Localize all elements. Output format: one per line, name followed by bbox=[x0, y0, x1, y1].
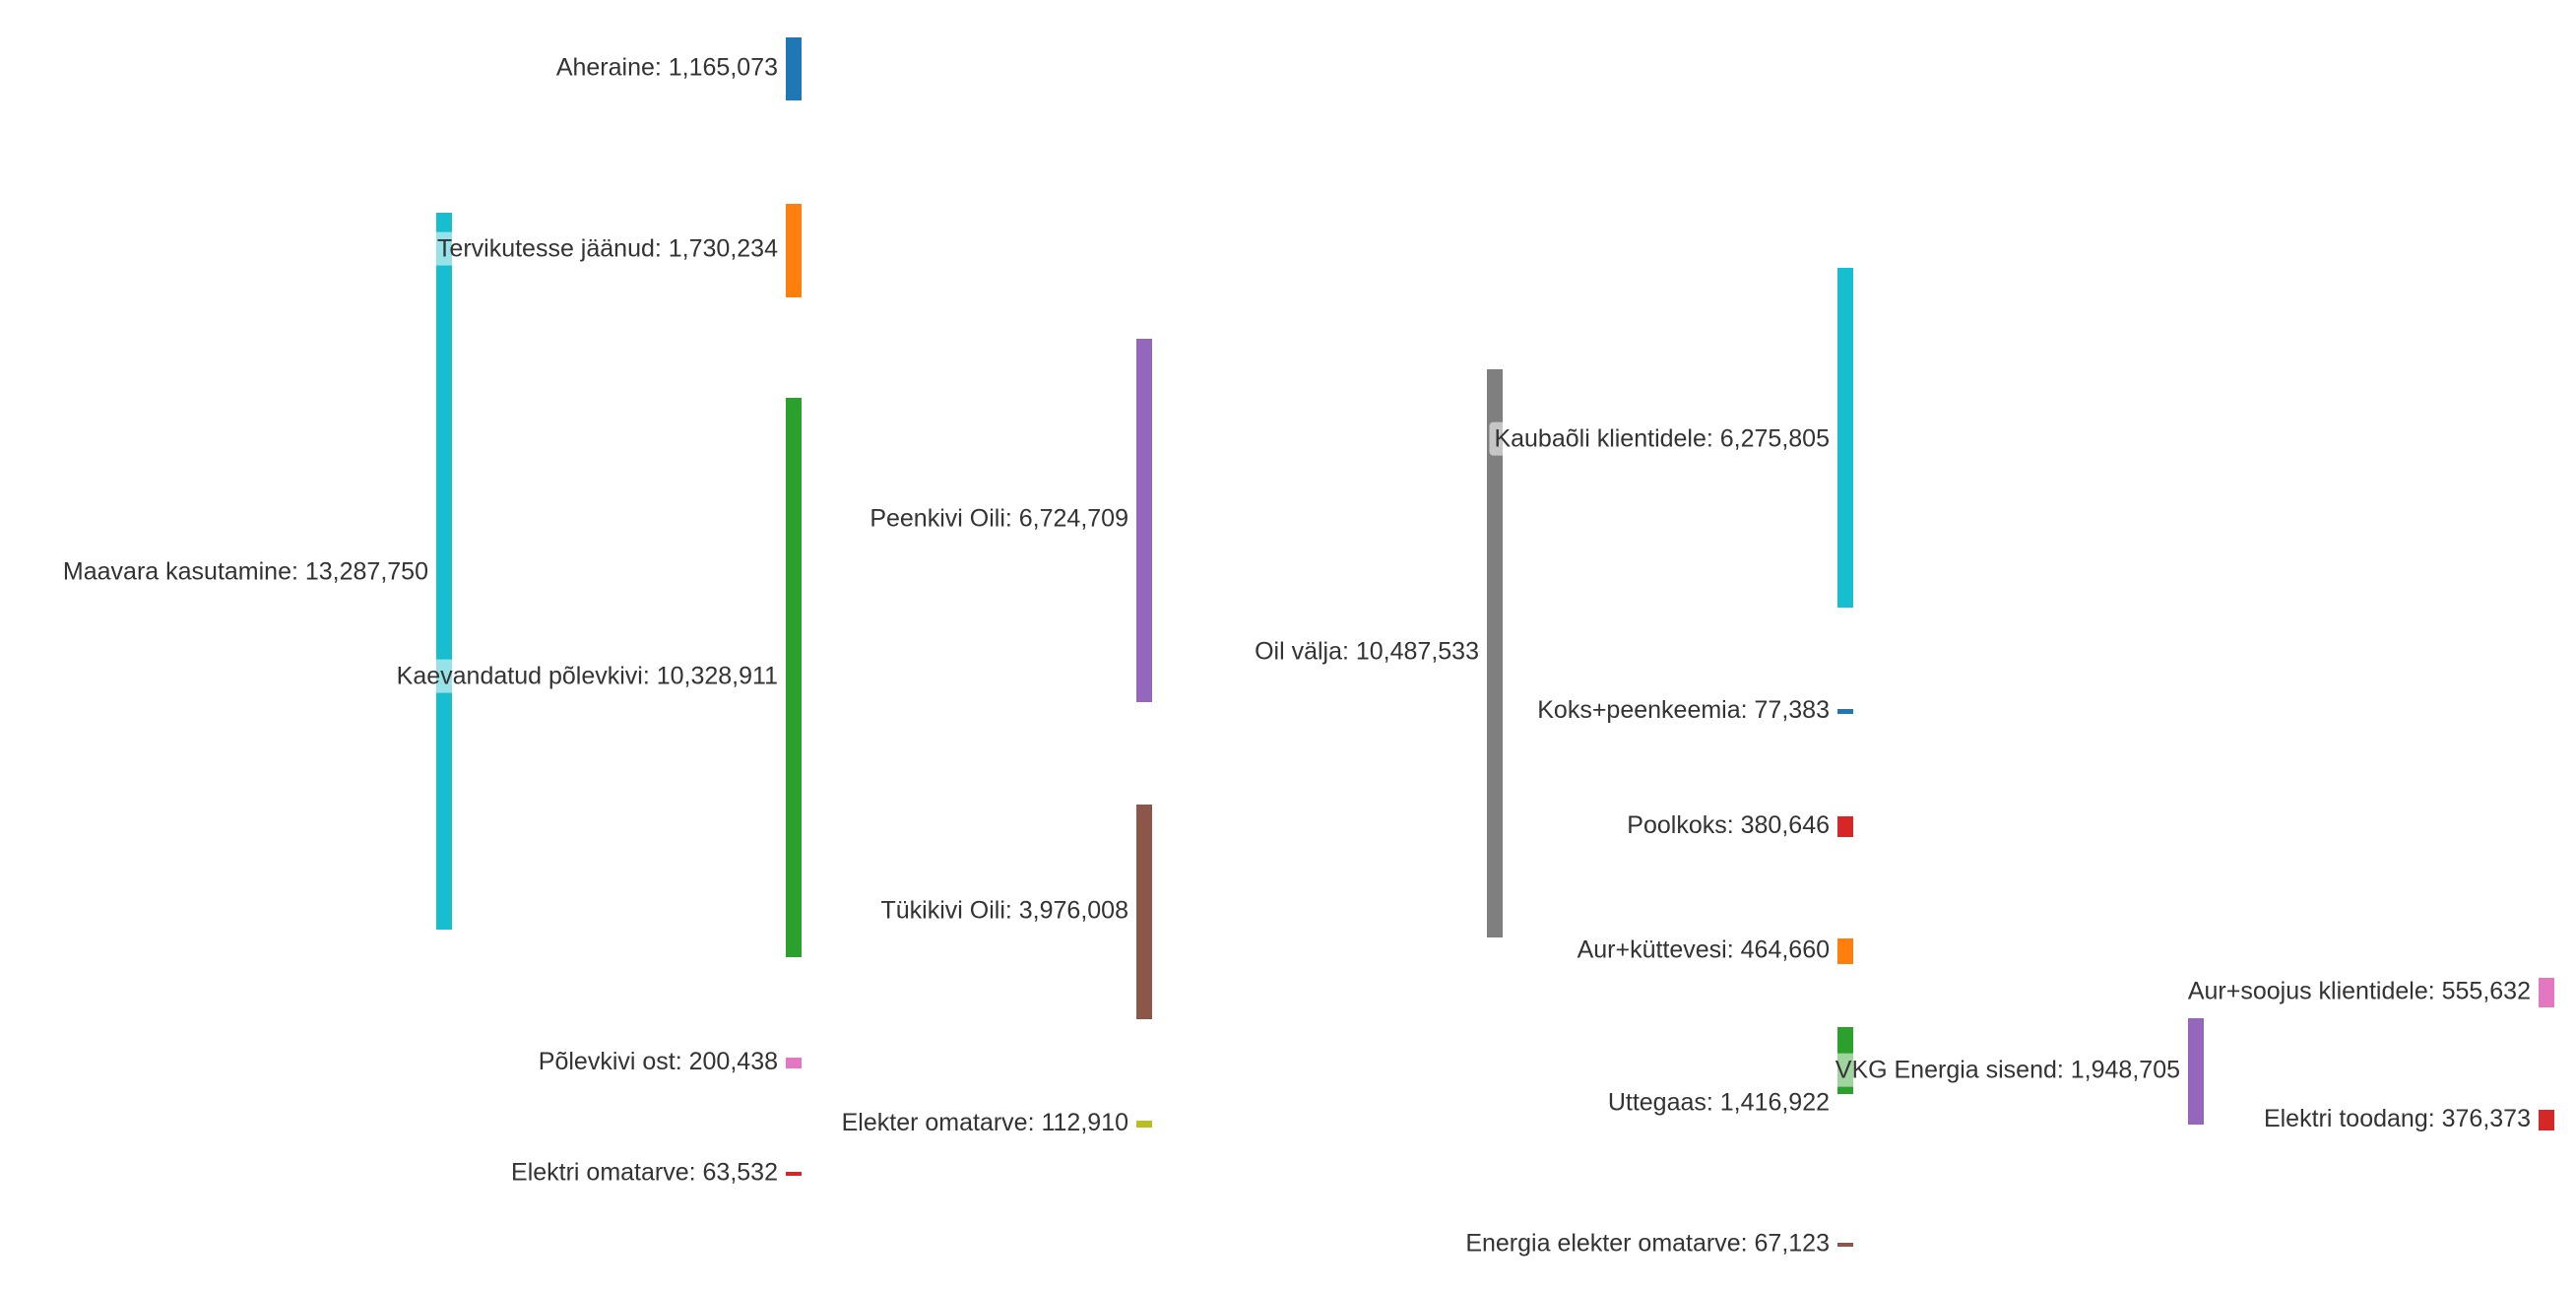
sankey-label-bg-kaevandatud bbox=[391, 659, 783, 693]
sankey-node-energia_elekter_omatarve[interactable] bbox=[1837, 1243, 1853, 1247]
sankey-link-maavara-tervikutesse[interactable] bbox=[452, 204, 786, 369]
sankey-link-tukikivi-oil_valja[interactable] bbox=[1152, 723, 1487, 1019]
sankey-node-poolkoks[interactable] bbox=[1837, 816, 1853, 837]
sankey-label-koks: Koks+peenkeemia: 77,383 bbox=[1537, 696, 1830, 724]
sankey-node-vkg_energia[interactable] bbox=[2188, 1018, 2204, 1125]
sankey-label-aur_soojus: Aur+soojus klientidele: 555,632 bbox=[2188, 978, 2531, 1005]
sankey-label-polevkivi_ost: Põlevkivi ost: 200,438 bbox=[539, 1048, 778, 1075]
sankey-label-kaevandatud: Kaevandatud põlevkivi: 10,328,911 bbox=[397, 663, 778, 690]
sankey-link-kaevandatud-peenkivi[interactable] bbox=[802, 339, 1136, 749]
sankey-node-aheraine[interactable] bbox=[786, 37, 802, 100]
sankey-label-poolkoks: Poolkoks: 380,646 bbox=[1627, 811, 1830, 839]
sankey-label-uttegaas: Uttegaas: 1,416,922 bbox=[1608, 1089, 1830, 1117]
sankey-node-koks[interactable] bbox=[1837, 709, 1853, 714]
sankey-label-kaubaoli: Kaubaõli klientidele: 6,275,805 bbox=[1494, 425, 1830, 453]
sankey-node-maavara[interactable] bbox=[436, 213, 452, 930]
sankey-label-bg-peenkivi bbox=[865, 501, 1133, 536]
sankey-label-elektri_omatarve: Elektri omatarve: 63,532 bbox=[511, 1159, 778, 1187]
sankey-node-peenkivi[interactable] bbox=[1136, 339, 1152, 702]
sankey-label-tukikivi: Tükikivi Oili: 3,976,008 bbox=[880, 897, 1128, 925]
sankey-node-oil_valja[interactable] bbox=[1487, 369, 1503, 937]
sankey-node-tervikutesse[interactable] bbox=[786, 204, 802, 297]
sankey-label-elektri_toodang: Elektri toodang: 376,373 bbox=[2264, 1105, 2531, 1132]
sankey-label-aur_kuttevesi: Aur+küttevesi: 464,660 bbox=[1578, 936, 1830, 964]
sankey-label-aheraine: Aheraine: 1,165,073 bbox=[556, 54, 778, 82]
sankey-node-elektri_toodang[interactable] bbox=[2539, 1110, 2554, 1130]
sankey-label-elekter_omatarve: Elekter omatarve: 112,910 bbox=[842, 1109, 1128, 1136]
sankey-node-kaevandatud[interactable] bbox=[786, 398, 802, 957]
sankey-link-kaevandatud-tukikivi[interactable] bbox=[802, 749, 1136, 1019]
sankey-label-bg-kaubaoli bbox=[1489, 421, 1835, 456]
sankey-link-oil_valja-uttegaas[interactable] bbox=[1503, 844, 1837, 1094]
sankey-node-tukikivi[interactable] bbox=[1136, 805, 1152, 1019]
sankey-label-energia_elekter_omatarve: Energia elekter omatarve: 67,123 bbox=[1465, 1230, 1830, 1258]
sankey-label-bg-vkg_energia bbox=[1830, 1053, 2185, 1087]
sankey-label-oil_valja: Oil välja: 10,487,533 bbox=[1255, 638, 1479, 666]
sankey-link-aur_kuttevesi-vkg_energia[interactable] bbox=[1853, 938, 2188, 1044]
sankey-label-bg-tervikutesse bbox=[431, 231, 784, 266]
sankey-label-tervikutesse: Tervikutesse jäänud: 1,730,234 bbox=[437, 235, 778, 263]
sankey-label-maavara: Maavara kasutamine: 13,287,750 bbox=[63, 558, 428, 586]
sankey-node-aur_soojus[interactable] bbox=[2539, 978, 2554, 1007]
sankey-node-kaubaoli[interactable] bbox=[1837, 268, 1853, 608]
sankey-label-bg-tukikivi bbox=[875, 893, 1133, 928]
sankey-link-polevkivi_ost-peenkivi[interactable] bbox=[802, 691, 1136, 1068]
sankey-node-elektri_omatarve[interactable] bbox=[786, 1172, 802, 1176]
sankey-node-polevkivi_ost[interactable] bbox=[786, 1058, 802, 1068]
sankey-label-bg-oil_valja bbox=[1250, 634, 1484, 669]
sankey-label-bg-uttegaas bbox=[1602, 1085, 1835, 1120]
sankey-node-aur_kuttevesi[interactable] bbox=[1837, 938, 1853, 964]
sankey-link-elekter_omatarve-oil_valja[interactable] bbox=[1152, 932, 1487, 1128]
sankey-nodes bbox=[436, 37, 2554, 1247]
sankey-labels: Maavara kasutamine: 13,287,750 Aheraine: … bbox=[63, 54, 2531, 1258]
sankey-label-peenkivi: Peenkivi Oili: 6,724,709 bbox=[869, 505, 1128, 533]
sankey-node-elekter_omatarve[interactable] bbox=[1136, 1121, 1152, 1128]
sankey-link-energia_elekter_omatarve-vkg_energia[interactable] bbox=[1853, 1121, 2188, 1247]
sankey-label-vkg_energia: VKG Energia sisend: 1,948,705 bbox=[1835, 1057, 2180, 1084]
